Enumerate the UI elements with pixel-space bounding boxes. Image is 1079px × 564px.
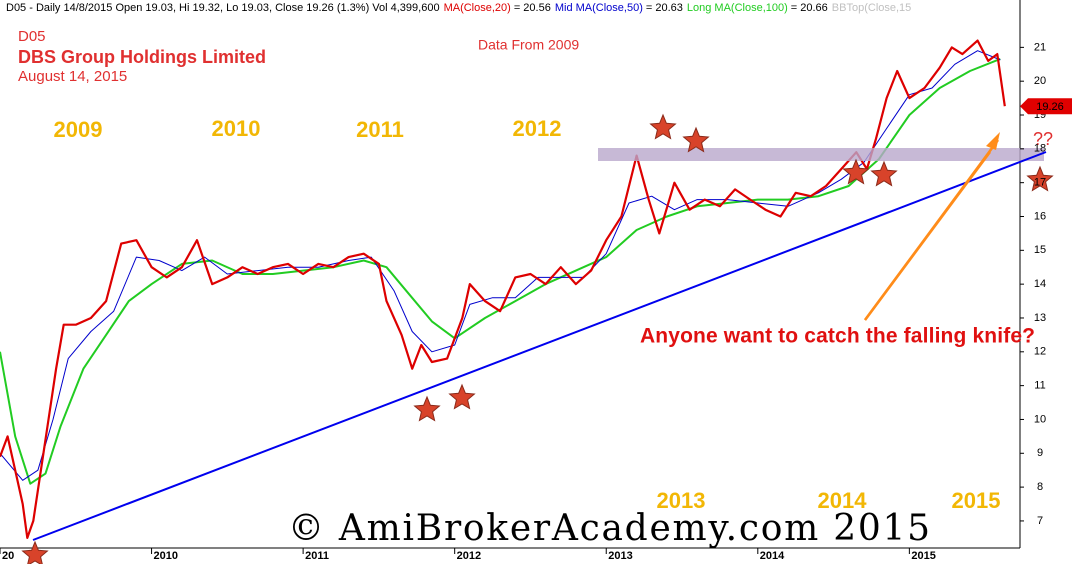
year-label: 2013 xyxy=(657,488,706,513)
header-series-name: Long MA(Close,100) xyxy=(687,2,788,14)
y-tick-label: 13 xyxy=(1034,312,1046,324)
year-label: 2014 xyxy=(818,488,868,513)
x-tick-label: 2012 xyxy=(457,550,481,562)
y-tick-label: 10 xyxy=(1034,413,1046,425)
year-label: 2015 xyxy=(952,488,1001,513)
x-tick-label: 20 xyxy=(2,550,14,562)
y-tick-label: 7 xyxy=(1037,515,1043,527)
y-tick-label: 18 xyxy=(1034,143,1046,155)
header-item: BBTop(Close,15 xyxy=(832,2,912,14)
year-label: 2011 xyxy=(356,117,404,142)
y-tick-label: 21 xyxy=(1034,41,1046,53)
x-tick-label: 2014 xyxy=(760,550,785,562)
title: DBS Group Holdings Limited xyxy=(18,47,266,67)
star xyxy=(649,113,677,140)
star xyxy=(413,395,441,422)
arrow-head xyxy=(986,132,1000,150)
question: ?? xyxy=(1033,129,1053,149)
x-tick-label: 2010 xyxy=(154,550,178,562)
symbol: D05 xyxy=(18,28,46,45)
annotation: Anyone want to catch the falling knife? xyxy=(640,325,1035,348)
star xyxy=(682,126,710,153)
x-tick-label: 2013 xyxy=(608,550,632,562)
resistance-band xyxy=(598,148,1044,161)
y-tick-label: 12 xyxy=(1034,346,1046,358)
year-label: 2012 xyxy=(513,116,562,141)
header-item: D05 - Daily 14/8/2015 Open 19.03, Hi 19.… xyxy=(6,2,440,14)
star xyxy=(1026,165,1054,192)
header-item: = 20.66 xyxy=(791,2,828,14)
y-tick-label: 17 xyxy=(1034,177,1046,189)
header-item: = 20.63 xyxy=(646,2,683,14)
series-line xyxy=(0,50,1001,481)
y-tick-label: 16 xyxy=(1034,210,1046,222)
year-label: 2010 xyxy=(212,116,261,141)
x-tick-label: 2011 xyxy=(305,550,329,562)
price-tag xyxy=(1020,98,1072,115)
series-line xyxy=(0,57,1001,485)
arrow-line xyxy=(863,151,992,321)
trend-line xyxy=(32,151,1047,541)
watermark: © AmiBrokerAcademy.com 2015 xyxy=(288,508,930,549)
price-tag-label: 19.26 xyxy=(1036,101,1064,113)
y-tick-label: 14 xyxy=(1034,278,1046,290)
header-series-name: MA(Close,20) xyxy=(444,2,511,14)
star xyxy=(870,160,898,187)
subtitle: Data From 2009 xyxy=(478,37,579,53)
star xyxy=(21,540,49,564)
y-tick-label: 20 xyxy=(1034,75,1046,87)
y-tick-label: 11 xyxy=(1034,380,1045,392)
stars xyxy=(21,113,1054,564)
star xyxy=(448,383,476,410)
y-tick-label: 15 xyxy=(1034,244,1046,256)
x-tick-label: 2015 xyxy=(911,550,935,562)
year-label: 2009 xyxy=(54,117,103,142)
y-tick-label: 9 xyxy=(1037,447,1043,459)
date: August 14, 2015 xyxy=(18,68,127,85)
y-tick-label: 8 xyxy=(1037,481,1043,493)
header-item: = 20.56 xyxy=(514,2,551,14)
star xyxy=(842,158,870,185)
header-series-name: Mid MA(Close,50) xyxy=(555,2,643,14)
header: D05 - Daily 14/8/2015 Open 19.03, Hi 19.… xyxy=(6,2,911,14)
labels: D05 - Daily 14/8/2015 Open 19.03, Hi 19.… xyxy=(6,2,1053,549)
